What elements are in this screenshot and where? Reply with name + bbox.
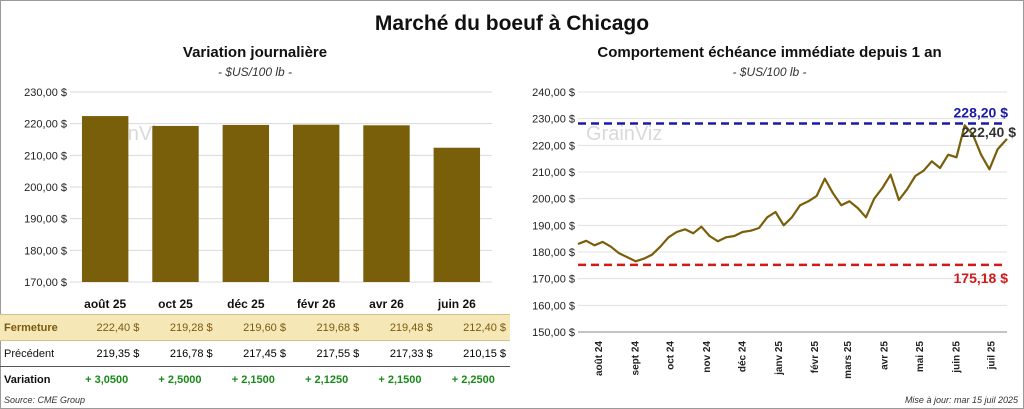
table-row: Variation + 3,0500 + 2,5000 + 2,1500 + 2,125… <box>0 366 510 392</box>
bar <box>433 147 481 282</box>
bar <box>152 125 199 283</box>
x-tick-label: déc 25 <box>227 297 265 311</box>
table-cell: + 3,0500 <box>70 366 144 392</box>
source-note: Source: CME Group <box>4 395 86 405</box>
y-tick-label: 170,00 $ <box>24 277 67 289</box>
table-row: Précédent 219,35 $ 216,78 $ 217,45 $ 217,55 … <box>0 341 510 367</box>
y-tick-label: 180,00 $ <box>532 247 575 259</box>
row-label: Fermeture <box>0 314 70 341</box>
table-cell: 219,68 $ <box>289 314 364 341</box>
y-tick-label: 220,00 $ <box>532 140 575 152</box>
table-cell: 217,45 $ <box>243 347 286 360</box>
left-chart-title: Variation journalière <box>182 44 328 61</box>
y-tick-label: 200,00 $ <box>532 194 575 206</box>
y-tick-label: 210,00 $ <box>24 150 67 162</box>
table-row: Fermeture 222,40 $219,28 $219,60 $219,68 … <box>0 314 510 341</box>
table-cell: 210,15 $ <box>463 347 506 360</box>
table-cell: 219,28 $ <box>143 314 217 341</box>
front-month-line-chart: GrainViz 150,00 $ 160,00 $ 170,00 $ 180,00 $… <box>532 87 1017 379</box>
update-note: Mise à jour: mar 15 juil 2025 <box>904 395 1018 405</box>
table-cell: + 2,1500 <box>363 366 437 392</box>
x-tick-label: déc 24 <box>737 341 748 373</box>
y-tick-label: 190,00 $ <box>532 220 575 232</box>
y-tick-label: 220,00 $ <box>24 119 67 131</box>
table-cell: 219,60 $ <box>216 314 290 341</box>
x-tick-label: août 24 <box>594 341 605 376</box>
x-tick-label: nov 24 <box>702 341 713 373</box>
table-cell: 222,40 $ <box>70 314 144 341</box>
x-tick-label: févr 25 <box>810 341 821 374</box>
table-cell: + 2,2500 <box>436 366 510 392</box>
right-chart-unit: - $US/100 lb - <box>732 65 807 79</box>
x-tick-label: août 25 <box>84 297 126 311</box>
x-tick-label: juil 25 <box>987 341 998 371</box>
y-tick-label: 240,00 $ <box>532 87 575 99</box>
x-tick-label: janv 25 <box>774 341 785 376</box>
price-line <box>577 124 1008 263</box>
y-tick-label: 190,00 $ <box>24 214 67 226</box>
table-cell: 219,35 $ <box>96 347 140 360</box>
bar <box>81 116 129 282</box>
y-tick-label: 210,00 $ <box>532 167 575 179</box>
x-tick-label: juin 26 <box>437 297 476 311</box>
x-tick-label: févr 26 <box>297 297 336 311</box>
x-tick-label: sept 24 <box>630 341 641 376</box>
watermark-text: GrainViz <box>586 123 662 145</box>
low-label: 175,18 $ <box>954 270 1009 286</box>
left-chart-unit: - $US/100 lb - <box>217 65 293 79</box>
right-chart-title: Comportement échéance immédiate depuis 1… <box>597 44 942 61</box>
row-label: Précédent <box>4 347 55 360</box>
y-tick-label: 230,00 $ <box>24 87 67 99</box>
x-tick-label: oct 25 <box>158 297 193 311</box>
bar <box>292 124 340 283</box>
daily-variation-bar-chart: GrainViz170,00 $180,00 $190,00 $200,00 $… <box>24 87 492 311</box>
table-cell: 216,78 $ <box>169 347 213 360</box>
y-tick-label: 170,00 $ <box>532 274 575 286</box>
bar <box>363 125 410 283</box>
y-tick-label: 160,00 $ <box>532 300 575 312</box>
high-label: 228,20 $ <box>954 104 1009 120</box>
x-tick-label: avr 26 <box>369 297 404 311</box>
row-label: Variation <box>0 366 70 392</box>
y-tick-label: 150,00 $ <box>532 327 575 339</box>
y-tick-label: 200,00 $ <box>24 182 67 194</box>
table-cell: 212,40 $ <box>436 314 510 341</box>
table-cell: + 2,5000 <box>143 366 217 392</box>
main-title: Marché du boeuf à Chicago <box>374 12 650 35</box>
bar <box>222 124 270 282</box>
table-cell: 219,48 $ <box>363 314 437 341</box>
x-tick-label: oct 24 <box>666 341 677 370</box>
x-tick-label: avr 25 <box>880 341 891 370</box>
last-price-label: 222,40 $ <box>962 124 1017 140</box>
y-tick-label: 180,00 $ <box>24 245 67 257</box>
x-tick-label: mars 25 <box>843 341 854 379</box>
table-cell: 217,55 $ <box>316 347 360 360</box>
price-table: Fermeture 222,40 $219,28 $219,60 $219,68 … <box>0 314 510 392</box>
table-cell: + 2,1250 <box>289 366 364 392</box>
table-cell: 217,33 $ <box>389 347 433 360</box>
x-tick-label: juin 25 <box>951 341 962 374</box>
y-tick-label: 230,00 $ <box>532 114 575 126</box>
x-tick-label: mai 25 <box>915 341 926 373</box>
table-cell: + 2,1500 <box>216 366 290 392</box>
